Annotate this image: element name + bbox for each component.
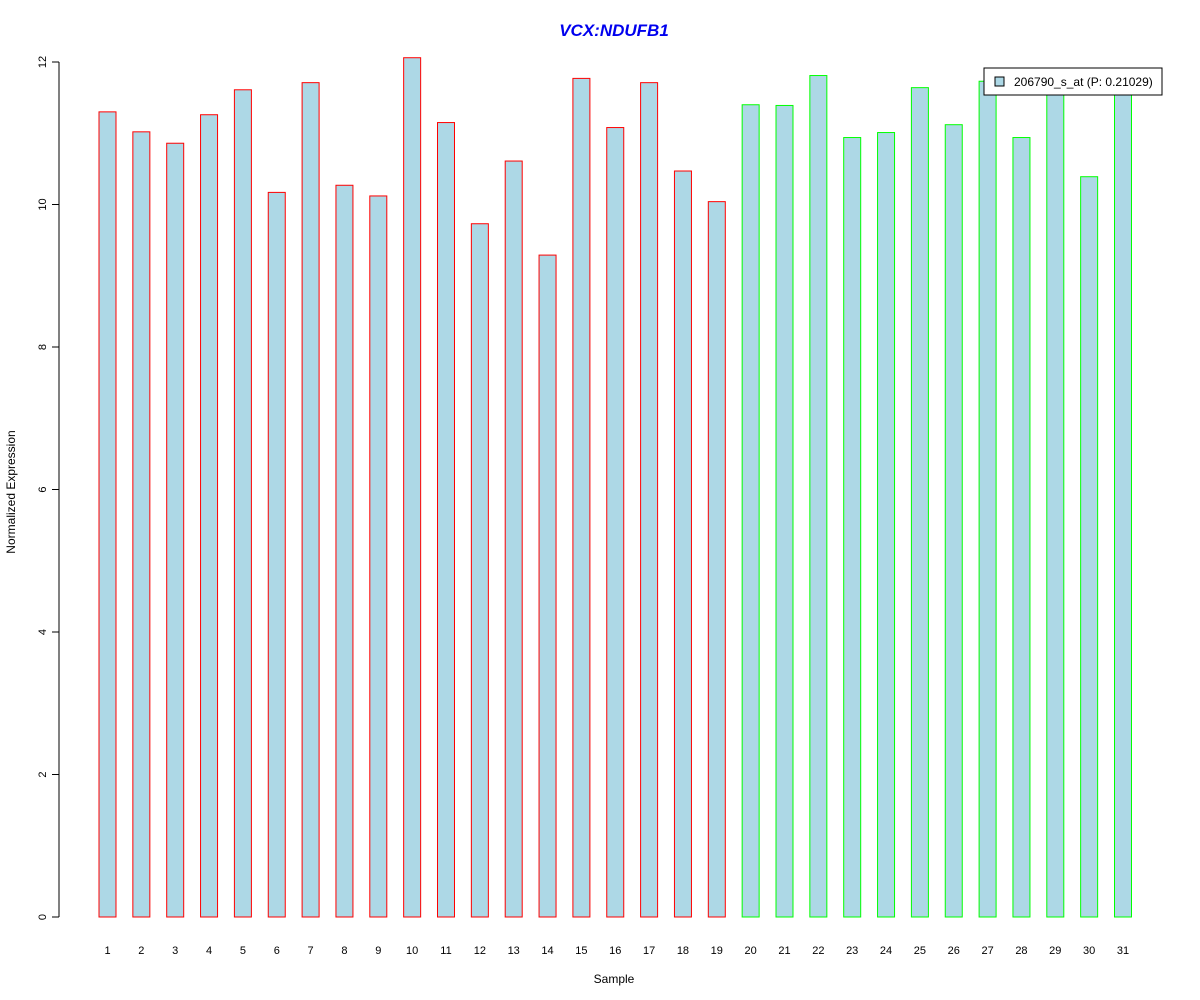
- x-tick-label: 1: [104, 945, 110, 957]
- x-tick-label: 5: [240, 945, 246, 957]
- bar: [166, 142, 185, 918]
- x-tick-label: 29: [1049, 945, 1061, 957]
- y-tick-label: 12: [37, 56, 49, 68]
- x-tick-label: 20: [745, 945, 757, 957]
- bar: [775, 104, 794, 918]
- chart-title: VCX:NDUFB1: [559, 21, 669, 40]
- x-tick-label: 10: [406, 945, 418, 957]
- bar: [200, 114, 219, 918]
- bar: [335, 184, 354, 918]
- x-tick-label: 16: [609, 945, 621, 957]
- y-tick-label: 2: [37, 771, 49, 777]
- bar: [504, 160, 523, 918]
- bar: [1080, 176, 1099, 918]
- x-tick-label: 28: [1015, 945, 1027, 957]
- x-tick-label: 3: [172, 945, 178, 957]
- x-tick-label: 23: [846, 945, 858, 957]
- bar: [944, 124, 963, 918]
- bar: [98, 111, 117, 918]
- y-axis-title: Normalized Expression: [4, 430, 18, 553]
- x-tick-label: 8: [341, 945, 347, 957]
- bar: [301, 82, 320, 918]
- bar-series: [98, 57, 1132, 918]
- bar: [707, 201, 726, 918]
- bar: [403, 57, 422, 918]
- bar: [640, 82, 659, 918]
- bar: [741, 104, 760, 918]
- x-tick-label: 4: [206, 945, 212, 957]
- bar: [369, 195, 388, 918]
- x-tick-label: 31: [1117, 945, 1129, 957]
- x-tick-label: 30: [1083, 945, 1095, 957]
- legend-label: 206790_s_at (P: 0.21029): [1014, 75, 1153, 89]
- bar: [1114, 86, 1132, 918]
- bar: [1046, 87, 1065, 918]
- bar: [1012, 137, 1031, 918]
- x-tick-label: 22: [812, 945, 824, 957]
- bar: [470, 223, 489, 918]
- y-tick-label: 8: [37, 344, 49, 350]
- bar: [606, 127, 625, 918]
- bar: [910, 87, 929, 918]
- bar: [673, 170, 692, 918]
- y-tick-label: 4: [37, 629, 49, 635]
- legend-swatch: [994, 76, 1005, 87]
- x-tick-label: 11: [440, 945, 451, 957]
- y-axis: 0 2 4 6 8 10 12: [37, 56, 60, 920]
- y-tick-label: 0: [37, 914, 49, 920]
- legend: 206790_s_at (P: 0.21029): [983, 67, 1163, 96]
- x-tick-label: 27: [981, 945, 993, 957]
- x-tick-label: 19: [711, 945, 723, 957]
- bar: [877, 132, 896, 918]
- x-tick-label: 2: [138, 945, 144, 957]
- bar: [132, 131, 151, 918]
- bar: [809, 75, 828, 918]
- x-tick-label: 15: [575, 945, 587, 957]
- x-tick-label: 18: [677, 945, 689, 957]
- bar: [267, 191, 286, 918]
- bar: [437, 122, 455, 918]
- x-tick-label: 17: [643, 945, 655, 957]
- legend-box: [983, 67, 1163, 96]
- x-tick-label: 25: [914, 945, 926, 957]
- x-axis-title: Sample: [594, 972, 635, 986]
- bar: [843, 137, 862, 918]
- bar: [233, 89, 252, 918]
- bar: [572, 77, 591, 918]
- x-tick-label: 13: [508, 945, 520, 957]
- x-tick-labels: 1 2 3 4 5 6 7 8 9 10 11 12 13 14 15 16 17 18 19 20 21 22 23 24 2…: [104, 945, 1129, 957]
- y-tick-label: 6: [37, 486, 49, 492]
- x-tick-label: 24: [880, 945, 892, 957]
- x-tick-label: 9: [375, 945, 381, 957]
- x-tick-label: 6: [274, 945, 280, 957]
- x-tick-label: 14: [541, 945, 553, 957]
- x-tick-label: 21: [778, 945, 790, 957]
- x-tick-label: 7: [308, 945, 314, 957]
- bar: [538, 254, 557, 918]
- x-tick-label: 12: [474, 945, 486, 957]
- x-tick-label: 26: [948, 945, 960, 957]
- bar: [978, 80, 997, 918]
- y-tick-label: 10: [37, 198, 49, 210]
